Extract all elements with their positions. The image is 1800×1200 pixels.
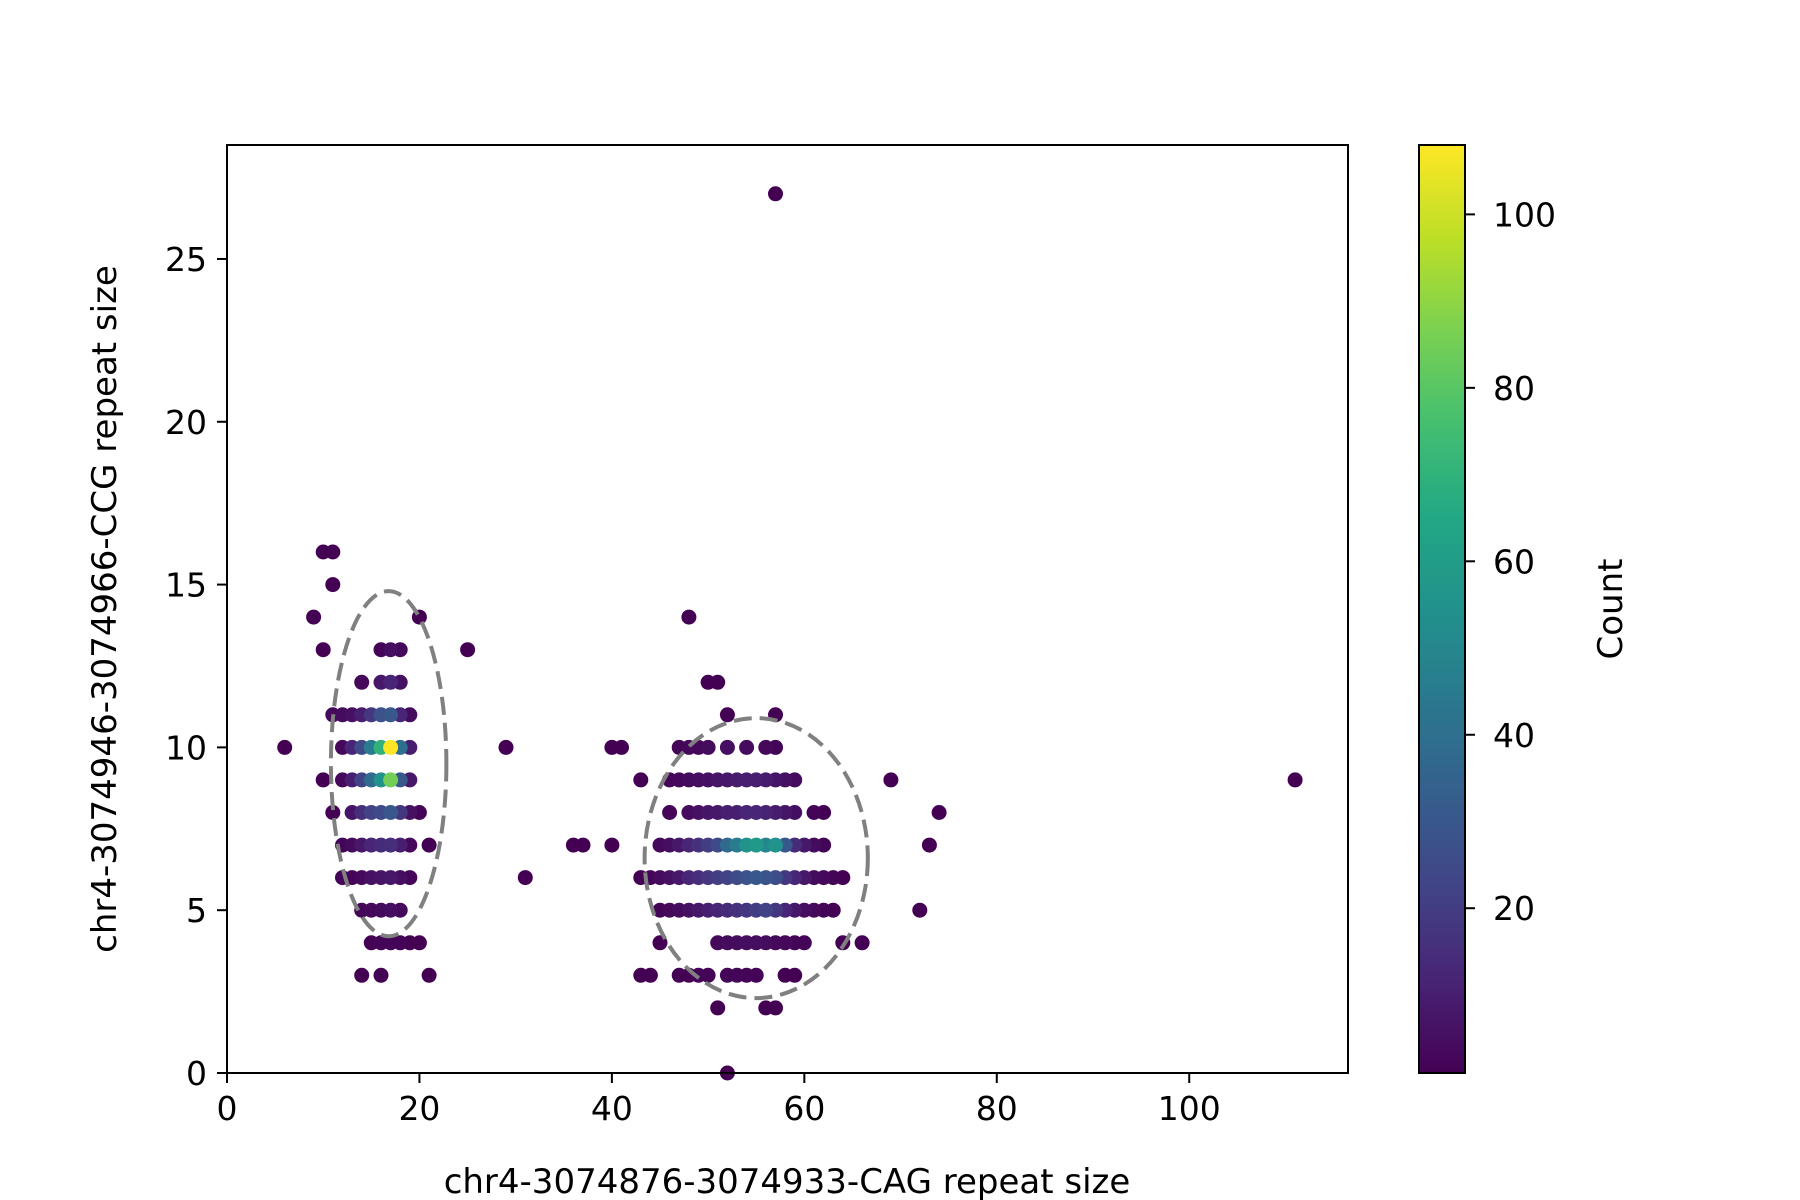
data-point [383,772,399,788]
y-axis-label: chr4-3074946-3074966-CCG repeat size [85,265,125,953]
colorbar-tick-label: 100 [1493,195,1556,234]
x-tick-label: 20 [398,1089,440,1128]
data-point [306,609,322,625]
data-point [383,739,399,755]
y-tick-label: 25 [165,240,207,279]
data-point [604,837,620,853]
data-point [383,674,399,690]
data-point [710,1000,726,1016]
data-point [748,967,764,983]
data-point [633,772,649,788]
data-point [411,935,427,951]
data-point [383,902,399,918]
data-point [315,642,331,658]
data-point [325,544,341,560]
data-point [758,739,774,755]
x-tick-label: 100 [1158,1089,1221,1128]
colorbar-tick-label: 20 [1493,889,1535,928]
data-point [719,739,735,755]
data-point [354,674,370,690]
colorbar-tick-label: 60 [1493,542,1535,581]
data-point [421,837,437,853]
data-point [700,739,716,755]
data-point [921,837,937,853]
data-point [325,577,341,593]
colorbar-ticks: 20 40 60 80 100 [1465,195,1556,928]
y-tick-label: 15 [165,566,207,605]
data-point [373,967,389,983]
data-point [748,805,764,820]
data-point [748,935,764,951]
data-point [777,935,793,951]
x-axis-ticks: 0 20 40 60 80 100 [217,1073,1221,1128]
data-point [460,642,476,658]
x-tick-label: 0 [217,1089,238,1128]
data-point [383,805,399,820]
cluster-ellipse [328,589,449,939]
data-points [277,186,1303,1081]
cluster-ellipses [328,589,870,1001]
data-point [662,805,678,820]
colorbar-tick-label: 40 [1493,716,1535,755]
data-point [681,609,697,625]
data-point [748,870,764,886]
y-tick-label: 20 [165,403,207,442]
data-point [806,805,822,820]
data-point [383,642,399,658]
colorbar-tick-label: 80 [1493,369,1535,408]
y-tick-label: 5 [186,891,207,930]
x-axis-label: chr4-3074876-3074933-CAG repeat size [444,1162,1131,1200]
data-point [739,739,755,755]
data-point [383,870,399,886]
data-point [517,870,533,886]
data-point [719,707,735,723]
data-point [748,772,764,788]
data-point [768,186,783,202]
data-point [421,967,437,983]
data-point [325,805,341,820]
data-point [392,935,408,951]
data-point [854,935,870,951]
plot-frame [226,144,1349,1074]
data-point [931,805,947,820]
cluster-ellipse [642,716,870,1001]
data-point [787,967,803,983]
y-axis-ticks: 0 5 10 15 20 25 [165,240,227,1093]
data-point [315,772,331,788]
data-point [758,902,774,918]
colorbar-label: Count [1591,559,1631,660]
data-point [383,707,399,723]
colorbar [1418,144,1466,1074]
data-point [768,1000,783,1016]
x-tick-label: 60 [783,1089,825,1128]
y-tick-label: 0 [186,1054,207,1093]
x-tick-label: 40 [591,1089,633,1128]
data-point [796,935,812,951]
y-tick-label: 10 [165,728,207,767]
data-point [575,837,591,853]
data-point [1287,772,1303,788]
data-point [614,739,629,755]
data-point [700,967,716,983]
data-point [642,967,658,983]
data-point [748,837,764,853]
data-point [277,739,293,755]
data-point [883,772,899,788]
data-point [710,674,726,690]
data-point [768,837,783,853]
data-point [912,902,928,918]
data-point [354,967,370,983]
data-point [498,739,514,755]
x-tick-label: 80 [976,1089,1018,1128]
data-point [383,837,399,853]
